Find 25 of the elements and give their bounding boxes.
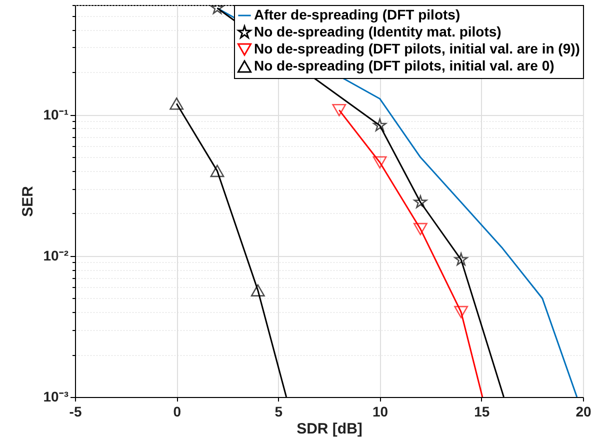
x-tick-label: 15 [474, 404, 490, 420]
legend-label: After de-spreading (DFT pilots) [254, 6, 460, 22]
y-tick-label: 10⁻¹ [43, 106, 69, 122]
point [332, 104, 346, 116]
x-tick-label: 10 [372, 404, 388, 420]
y-tick-label: 10⁻² [43, 247, 69, 264]
x-tick-label: -5 [69, 404, 82, 420]
point [372, 156, 387, 169]
point [373, 118, 386, 132]
x-tick-label: 5 [274, 404, 283, 420]
point [210, 164, 224, 178]
point [454, 252, 468, 266]
point [250, 284, 265, 296]
y-axis-title: SER [19, 186, 36, 217]
point [413, 222, 428, 236]
x-tick-label: 0 [173, 404, 182, 420]
point [170, 98, 184, 110]
x-axis-title: SDR [dB] [296, 420, 362, 438]
point [454, 306, 468, 318]
legend-label: No de-spreading (DFT pilots, initial val. are 0) [254, 58, 554, 74]
legend-label: No de-spreading (DFT pilots, initial val. are in (9)) [254, 40, 580, 56]
x-tick-label: 20 [576, 404, 592, 420]
y-tick-label: 10⁻³ [43, 388, 69, 404]
legend-label: No de-spreading (Identity mat. pilots) [254, 24, 502, 40]
point [414, 195, 428, 208]
